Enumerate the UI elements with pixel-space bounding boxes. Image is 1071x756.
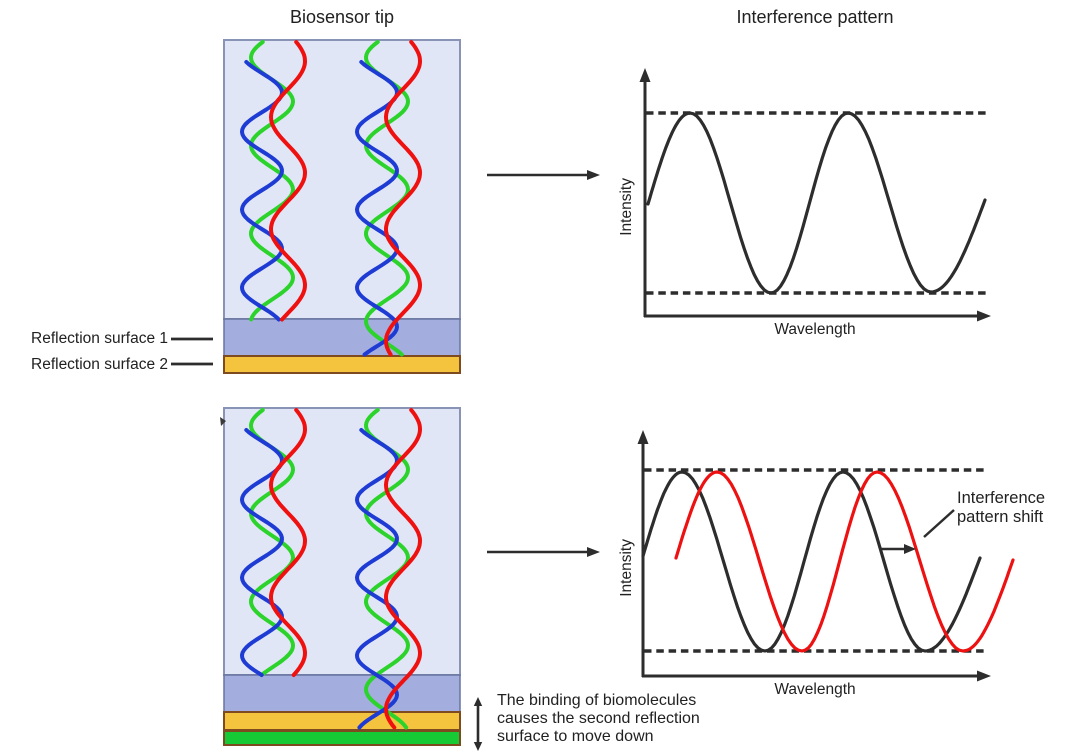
flow-arrow-bottom-head (587, 547, 600, 557)
shift-arrow-head (904, 544, 916, 554)
biosensor-bottom-group2-blue-lightwave (355, 428, 399, 730)
biosensor-bottom-biomolecule-layer (223, 730, 461, 746)
reflection-surface-1-label: Reflection surface 1 (31, 330, 168, 347)
biosensor-top-group1-red-lightwave (269, 40, 307, 322)
interference-plot-bottom-interference-curve-initial (641, 470, 982, 653)
biosensor-top-group2-blue-lightwave (355, 60, 399, 357)
interference-plot-top-y-axis-arrowhead (639, 68, 651, 82)
reflection-surface-2-label: Reflection surface 2 (31, 356, 168, 373)
layer-shift-arrow-head-down (473, 742, 483, 751)
binding-note-line2: causes the second reflection (497, 710, 700, 728)
biosensor-bottom-body (223, 407, 461, 676)
pattern-shift-line1: Interference (957, 489, 1046, 507)
pattern-shift-annotation: Interference pattern shift (957, 489, 1045, 527)
biosensor-bottom-reflection-layer-1 (223, 674, 461, 713)
biosensor-top-reflection-layer-2 (223, 355, 461, 374)
interference-plot-bottom-interference-curve-shifted (674, 470, 1015, 653)
intensity-axis-label-bottom: Intensity (618, 539, 636, 597)
intensity-axis-label-top: Intensity (618, 178, 636, 236)
interference-title: Interference pattern (736, 7, 894, 27)
interference-plot-top-x-axis-arrowhead (977, 310, 991, 322)
flow-arrow-top-head (587, 170, 600, 180)
stray-mark (220, 417, 226, 426)
biosensor-top-reflection-layer-1 (223, 318, 461, 357)
wavelength-axis-label-bottom: Wavelength (774, 681, 856, 698)
biosensor-bottom-reflection-layer-2 (223, 711, 461, 731)
binding-note: The binding of biomolecules causes the s… (497, 692, 700, 747)
biosensor-bottom-group2-red-lightwave (384, 408, 422, 730)
interference-plot-bottom-y-axis-arrowhead (637, 430, 649, 444)
binding-note-line1: The binding of biomolecules (497, 692, 697, 709)
pattern-shift-line2: pattern shift (957, 508, 1044, 526)
biosensor-title: Biosensor tip (289, 7, 395, 27)
interference-plot-top-interference-curve (646, 111, 987, 295)
biosensor-top-body (223, 39, 461, 320)
biosensor-bottom-group1-red-lightwave (269, 408, 307, 677)
biosensor-top-group2-red-lightwave (384, 40, 422, 357)
wavelength-axis-label-top: Wavelength (774, 321, 856, 338)
interference-plot-bottom-x-axis-arrowhead (977, 670, 991, 682)
biosensor-top-group1-green-lightwave (249, 40, 295, 322)
binding-note-line3: surface to move down (497, 728, 654, 746)
layer-shift-arrow-head-up (473, 697, 483, 706)
shift-pointer-line (923, 509, 955, 538)
